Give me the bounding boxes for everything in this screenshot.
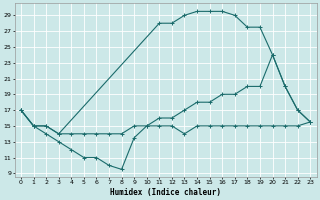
X-axis label: Humidex (Indice chaleur): Humidex (Indice chaleur) [110, 188, 221, 197]
